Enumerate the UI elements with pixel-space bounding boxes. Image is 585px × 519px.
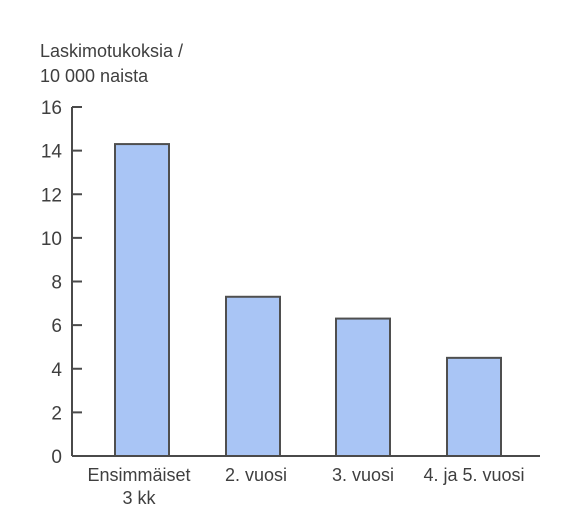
y-tick-label-12: 12 — [41, 185, 62, 206]
x-category-label-4: 4. ja 5. vuosi — [423, 465, 524, 485]
y-tick-label-4: 4 — [51, 360, 62, 381]
bar-4 — [446, 356, 502, 457]
y-axis-title-line-1: Laskimotukoksia / — [40, 41, 183, 61]
bar-1 — [114, 143, 170, 458]
y-tick-label-6: 6 — [51, 316, 62, 337]
bar-3 — [335, 317, 391, 457]
y-tick-label-14: 14 — [41, 142, 63, 163]
bars — [114, 143, 502, 458]
y-axis-title-line-2: 10 000 naista — [40, 66, 149, 86]
y-axis-title: Laskimotukoksia / 10 000 naista — [40, 41, 183, 86]
y-tick-label-0: 0 — [51, 447, 62, 468]
y-tick-label-8: 8 — [51, 273, 62, 294]
y-tick-label-2: 2 — [51, 403, 62, 424]
x-category-label-3: 3. vuosi — [332, 465, 394, 485]
y-axis: 0 2 4 6 8 10 12 14 16 — [41, 98, 82, 468]
x-category-label-1-line-1: Ensimmäiset — [87, 465, 190, 485]
x-category-label-1-line-2: 3 kk — [122, 488, 156, 508]
bar-2 — [225, 295, 281, 457]
x-axis: Ensimmäiset 3 kk 2. vuosi 3. vuosi 4. ja 5. … — [72, 455, 540, 508]
y-tick-label-16: 16 — [41, 98, 62, 119]
y-tick-label-10: 10 — [41, 229, 62, 250]
x-category-label-2: 2. vuosi — [225, 465, 287, 485]
